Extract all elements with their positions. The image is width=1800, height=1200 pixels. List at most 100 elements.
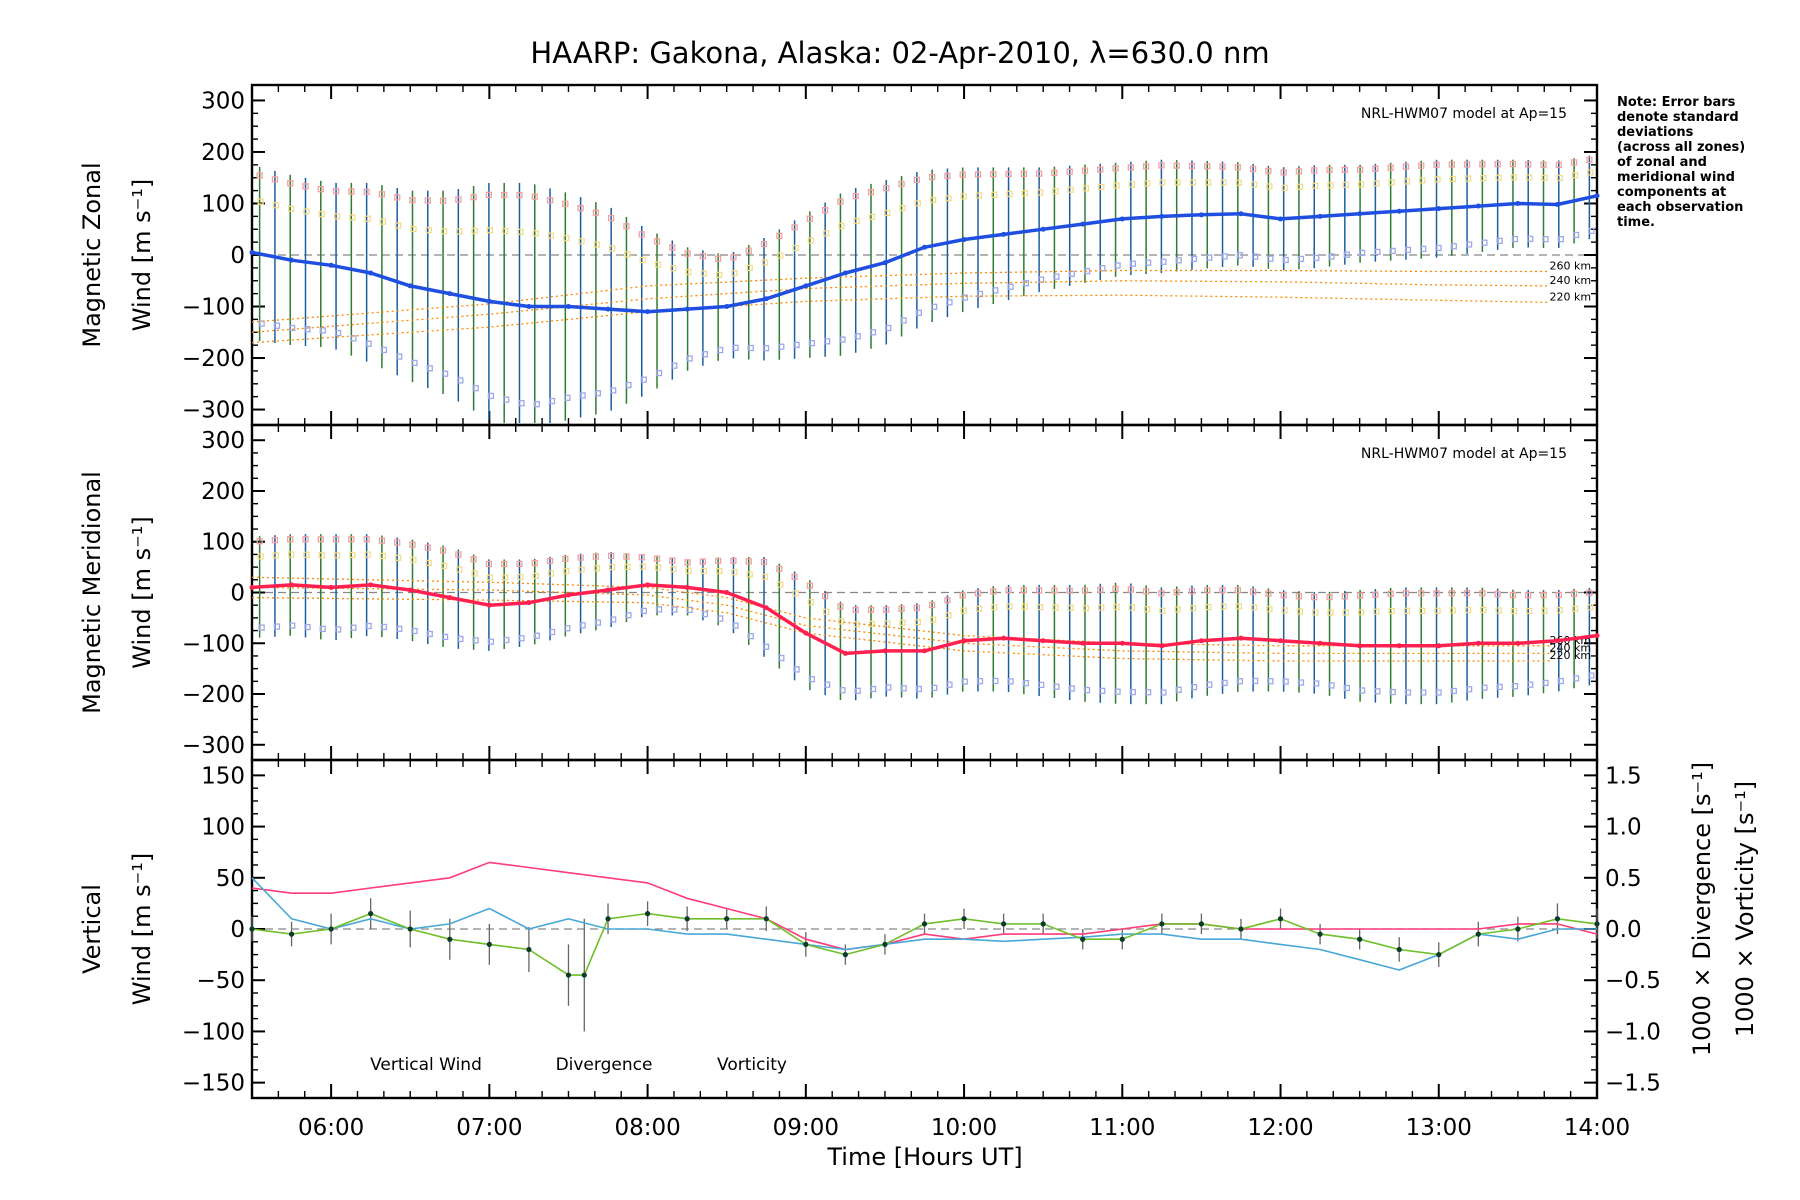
zone-marker [1404,246,1412,254]
vertical-wind-point [1475,931,1481,937]
zone-marker [1448,161,1455,168]
zone-marker [1496,237,1503,245]
zone-marker [1295,168,1303,175]
y-tick-label: −100 [182,631,245,657]
zone-marker [502,574,509,581]
zone-marker [1481,684,1488,691]
zone-marker [1188,162,1196,170]
zone-marker [1495,174,1502,181]
zone-marker [990,171,997,178]
zone-marker [791,573,798,581]
zone-marker [732,344,739,351]
wind-point [1554,638,1560,644]
vertical-wind-point [1198,921,1205,927]
zone-marker [1020,587,1027,594]
zone-marker [975,192,983,199]
zone-marker [1220,603,1227,610]
zone-marker [1571,605,1579,612]
zone-marker [1267,678,1274,685]
zone-marker [302,536,309,543]
x-tick-label: 08:00 [614,1115,680,1141]
zone-marker [793,341,800,349]
zone-marker [839,336,846,343]
zone-marker [883,185,890,192]
zone-marker [1326,166,1333,174]
zone-marker [915,309,923,317]
zone-marker [638,231,645,238]
zone-marker [395,222,402,229]
zone-marker [1188,587,1196,595]
zone-marker [486,227,494,234]
zone-marker [929,196,937,204]
wind-point [407,283,413,289]
zone-marker [1373,180,1380,187]
zone-marker [867,189,875,196]
zone-marker [396,625,403,633]
zone-marker [914,200,922,207]
model-line [251,269,1550,323]
zone-marker [364,551,371,558]
zone-marker [715,557,722,565]
zone-marker [853,217,860,225]
vorticity-axis-label: 1000 × Vorticity [s⁻¹] [1731,781,1759,1037]
zone-marker [395,554,402,561]
zone-marker [1465,686,1473,693]
zone-marker [792,244,799,252]
zone-marker [822,592,829,600]
zone-marker [806,582,814,589]
zone-marker [1419,607,1426,614]
y-right-tick-label: 0.5 [1605,866,1642,892]
zone-marker [1510,607,1518,615]
zone-marker [1450,687,1457,695]
zone-marker [1022,680,1029,687]
zone-marker [409,197,416,204]
zone-marker [1128,604,1135,611]
zone-marker [1494,590,1501,598]
zone-marker [1282,256,1289,264]
zone-marker [684,250,691,257]
zone-marker [1404,689,1412,696]
zone-marker [1434,607,1441,614]
divergence-axis-label: 1000 × Divergence [s⁻¹] [1688,762,1716,1056]
y-tick-label: 200 [201,479,245,505]
zone-marker [1005,170,1012,178]
zone-marker [761,259,769,266]
wind-point [526,600,532,606]
zone-marker [1249,165,1257,173]
zone-marker [1082,185,1090,192]
zone-marker [976,290,984,298]
zone-marker [1389,688,1396,696]
zone-marker [1281,184,1288,191]
zone-marker [623,553,630,560]
zone-marker [1357,181,1365,188]
zone-marker [470,194,477,201]
zone-marker [808,339,816,347]
zone-marker [258,320,265,327]
zone-marker [1035,587,1043,594]
zone-marker [1281,607,1288,614]
zone-marker [317,536,324,543]
zone-marker [1112,585,1119,592]
zone-marker [1402,590,1410,597]
x-tick-label: 11:00 [1089,1115,1155,1141]
zone-marker [1420,689,1427,696]
zone-marker [1206,681,1213,688]
zone-marker [1035,170,1043,177]
zone-marker [898,180,905,188]
wind-point [1357,643,1363,649]
zone-marker [1387,164,1394,171]
zone-marker [1219,163,1226,170]
zone-marker [424,197,431,204]
zone-marker [1540,591,1547,599]
zone-marker [671,606,678,613]
zone-marker [1083,686,1091,694]
y-tick-label: 200 [201,140,245,166]
zone-marker [472,385,479,392]
vertical-wind-point [644,911,651,917]
y-tick-label: 150 [201,763,245,789]
model-line [251,596,1550,662]
x-tick-label: 10:00 [931,1115,997,1141]
vertical-wind-point [447,936,453,942]
wind-point [565,304,571,310]
